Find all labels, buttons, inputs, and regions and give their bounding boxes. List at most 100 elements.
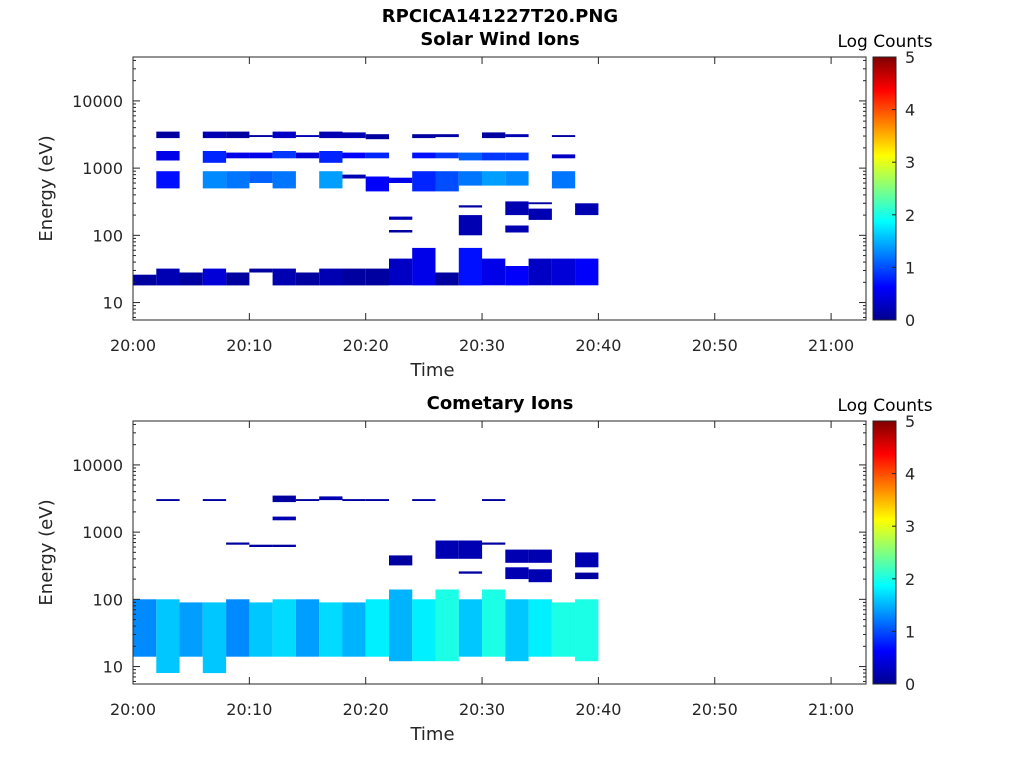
heatmap-cell	[319, 131, 343, 139]
heatmap-cell	[482, 132, 506, 139]
heatmap-cell	[505, 171, 529, 186]
x-tick-label: 20:30	[459, 700, 505, 719]
panel-title: Solar Wind Ions	[420, 29, 580, 50]
heatmap-cell	[412, 599, 436, 662]
heatmap-cell	[528, 202, 552, 205]
heatmap-cell	[482, 152, 506, 161]
heatmap-cell	[342, 602, 366, 657]
heatmap-cell	[156, 171, 180, 189]
heatmap-cell	[342, 174, 366, 179]
heatmap-cell	[133, 599, 157, 657]
heatmap-cell	[458, 205, 483, 208]
colorbar-tick-label: 2	[905, 570, 915, 589]
x-tick-label: 20:10	[226, 700, 272, 719]
colorbar-tick-label: 3	[905, 517, 915, 536]
heatmap-cell	[458, 540, 483, 559]
x-tick-label: 20:50	[692, 700, 738, 719]
heatmap-cell	[389, 555, 413, 566]
x-tick-label: 20:50	[692, 336, 738, 355]
colorbar-tick-label: 3	[905, 153, 915, 172]
heatmap-cell	[458, 152, 483, 161]
heatmap-cell	[249, 152, 273, 159]
heatmap-cell	[319, 151, 343, 163]
heatmap-cell	[226, 152, 250, 159]
colorbar-tick-label: 5	[905, 48, 915, 67]
heatmap-cell	[365, 599, 389, 657]
y-tick-label: 10	[103, 658, 123, 677]
x-tick-label: 20:10	[226, 336, 272, 355]
heatmap-cell	[202, 268, 227, 286]
heatmap-cell	[435, 272, 459, 286]
heatmap-cell	[295, 152, 320, 159]
heatmap-cell	[179, 602, 203, 657]
heatmap-cell	[272, 268, 296, 286]
heatmap-cell	[505, 549, 529, 563]
heatmap-cell	[272, 544, 296, 547]
panel-cometary: Cometary Ions 10 100 1000 10000 20:00 20:10 20…	[0, 364, 1024, 748]
heatmap-cell	[528, 599, 552, 657]
heatmap-cell	[156, 268, 180, 286]
heatmap-cell	[458, 571, 483, 574]
heatmap-cell	[551, 135, 576, 137]
heatmap-cell	[249, 602, 273, 657]
heatmap-cell	[365, 134, 389, 140]
heatmap-cell	[156, 151, 180, 161]
heatmap-cell	[389, 230, 413, 233]
colorbar-tick-label: 1	[905, 622, 915, 641]
heatmap-cell	[505, 152, 529, 161]
heatmap-cell	[226, 599, 250, 657]
heatmap-cell	[249, 268, 273, 273]
y-tick-label: 1000	[82, 523, 123, 542]
x-tick-label: 20:40	[575, 700, 621, 719]
heatmap-cell	[482, 258, 506, 286]
y-axis-label: Energy (eV)	[36, 499, 57, 605]
colorbar-tick-label: 4	[905, 465, 915, 484]
heatmap-cell	[505, 225, 529, 233]
heatmap-cell	[249, 544, 273, 547]
x-tick-label: 21:00	[808, 336, 854, 355]
x-tick-label: 21:00	[808, 700, 854, 719]
heatmap-cell	[342, 152, 366, 159]
heatmap-cell	[575, 572, 599, 580]
heatmap-cell	[202, 171, 227, 189]
heatmap-cell	[575, 203, 599, 216]
heatmap-cell	[575, 552, 599, 568]
colorbar	[872, 56, 897, 321]
heatmap-cell	[226, 272, 250, 286]
heatmap-cell	[319, 171, 343, 189]
heatmap-cell	[505, 599, 529, 662]
heatmap-cell	[295, 272, 320, 286]
heatmap-cell	[482, 499, 506, 501]
heatmap-cell	[249, 135, 273, 137]
heatmap-cell	[505, 567, 529, 580]
x-tick-label: 20:20	[343, 336, 389, 355]
heatmap-cell	[226, 131, 250, 139]
heatmap-cell	[202, 151, 227, 163]
colorbar-tick-label: 2	[905, 206, 915, 225]
x-tick-label: 20:30	[459, 336, 505, 355]
colorbar-tick-label: 0	[905, 675, 915, 694]
panel-solar-wind: Solar Wind Ions 10 100 1000 10000 20:00 20:10…	[36, 29, 933, 381]
panel-title: Cometary Ions	[426, 393, 574, 414]
colorbar-tick-label: 0	[905, 311, 915, 330]
colorbar-tick-label: 5	[905, 412, 915, 431]
heatmap-cell	[412, 134, 436, 139]
heatmap-cell	[482, 542, 506, 545]
heatmap-cell	[575, 599, 599, 662]
heatmap-cell	[319, 496, 343, 501]
heatmap-cell	[389, 589, 413, 662]
heatmap-cell	[202, 499, 227, 501]
x-tick-label: 20:00	[110, 336, 156, 355]
heatmap-cell	[528, 569, 552, 583]
heatmap-cell	[133, 274, 157, 286]
x-tick-label: 20:00	[110, 700, 156, 719]
heatmap-cell	[435, 540, 459, 559]
heatmap-cell	[412, 171, 436, 192]
y-tick-label: 10	[103, 294, 123, 313]
y-tick-label: 100	[92, 590, 123, 609]
heatmap-cell	[389, 216, 413, 220]
heatmap-cell	[319, 602, 343, 657]
heatmap-cell	[458, 247, 483, 286]
